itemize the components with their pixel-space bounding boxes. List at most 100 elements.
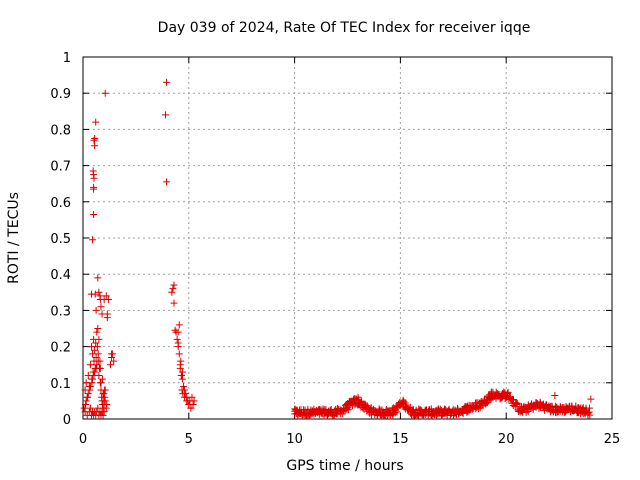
y-tick-label: 0.6 [50, 196, 71, 211]
data-point [80, 404, 88, 412]
data-point [163, 178, 171, 186]
data-point [465, 406, 473, 414]
y-tick-label: 0.1 [50, 377, 71, 392]
data-point [86, 404, 94, 412]
data-point [90, 136, 98, 144]
data-point [513, 401, 521, 409]
y-tick-label: 0 [63, 413, 71, 428]
data-point [170, 281, 178, 289]
data-point [93, 361, 101, 369]
y-tick-label: 1 [63, 51, 71, 66]
data-point [354, 393, 362, 401]
data-point [90, 183, 98, 191]
data-point [89, 375, 97, 383]
x-axis-label: GPS time / hours [286, 458, 403, 474]
data-point [100, 408, 108, 416]
y-tick-label: 0.4 [50, 268, 71, 283]
data-point [487, 388, 495, 396]
data-point [178, 368, 186, 376]
data-point [179, 390, 187, 398]
chart-title: Day 039 of 2024, Rate Of TEC Index for r… [158, 20, 531, 36]
data-point [94, 350, 102, 358]
data-point [91, 290, 99, 298]
data-point [92, 118, 100, 126]
data-point [101, 393, 109, 401]
data-point [94, 274, 102, 282]
data-point [100, 296, 108, 304]
data-point [94, 404, 102, 412]
data-point [97, 303, 105, 311]
data-point [91, 134, 99, 142]
data-point [190, 397, 198, 405]
data-point [180, 382, 188, 390]
data-point [98, 375, 106, 383]
data-point [503, 390, 511, 398]
data-point [177, 357, 185, 365]
y-tick-label: 0.9 [50, 87, 71, 102]
data-point [82, 397, 90, 405]
data-point [94, 357, 102, 365]
data-point [92, 353, 100, 361]
data-point [401, 399, 409, 407]
data-point [474, 405, 482, 413]
data-point [102, 292, 110, 300]
data-point [94, 325, 102, 332]
data-point [585, 408, 593, 416]
data-point [101, 386, 109, 394]
data-point [92, 339, 100, 347]
data-point [587, 395, 595, 403]
data-points [80, 78, 595, 420]
x-tick-label: 20 [498, 432, 515, 447]
data-point [187, 404, 195, 412]
data-point [504, 388, 512, 396]
data-point [93, 328, 101, 336]
y-tick-label: 0.2 [50, 341, 71, 356]
data-point [97, 379, 105, 387]
data-point [188, 393, 196, 401]
data-point [162, 111, 170, 119]
data-point [91, 346, 99, 354]
data-point [183, 397, 191, 405]
x-tick-label: 5 [185, 432, 193, 447]
data-point [90, 210, 98, 218]
data-point [100, 390, 108, 398]
plot-frame [82, 56, 613, 420]
x-tick-label: 15 [392, 432, 409, 447]
data-point [170, 299, 178, 307]
data-point [99, 411, 107, 419]
data-point [101, 89, 109, 97]
y-axis-label: ROTI / TECUs [6, 192, 22, 284]
data-point [175, 321, 183, 329]
data-point [95, 288, 103, 296]
data-point [304, 405, 312, 413]
data-point [91, 142, 99, 150]
data-point [168, 288, 176, 296]
data-point [93, 343, 101, 351]
data-point [96, 364, 104, 372]
data-point [178, 375, 186, 383]
data-point [171, 326, 179, 334]
data-point [173, 335, 181, 343]
data-point [169, 285, 177, 293]
data-point [176, 364, 184, 372]
y-tick-label: 0.5 [50, 232, 71, 247]
data-point [110, 357, 118, 365]
y-tick-label: 0.7 [50, 160, 71, 175]
data-point [90, 372, 98, 380]
data-point [109, 350, 117, 358]
data-point [82, 401, 90, 409]
x-tick-label: 10 [286, 432, 303, 447]
data-point [181, 393, 189, 401]
data-point [178, 386, 186, 394]
data-point [103, 310, 111, 318]
axis-ticks: 00.10.20.30.40.50.60.70.80.910 5 10 15 20 25 [50, 51, 620, 447]
grid [83, 57, 612, 419]
data-point [454, 404, 462, 412]
data-point [89, 236, 97, 244]
data-point [163, 78, 171, 86]
data-point [86, 386, 94, 394]
data-point [107, 361, 115, 369]
data-point [393, 408, 401, 416]
data-point [89, 167, 97, 175]
